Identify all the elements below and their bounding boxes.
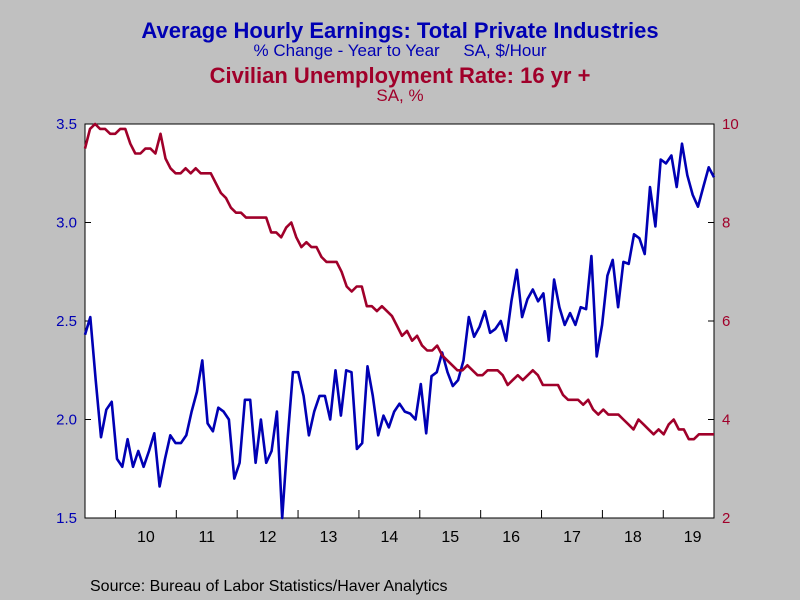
left-y-tick-label: 2.0	[56, 412, 77, 429]
chart-subtitle: % Change - Year to Year SA, $/Hour	[253, 41, 547, 60]
left-y-tick-label: 2.5	[56, 313, 77, 330]
right-y-tick-label: 4	[722, 412, 730, 429]
right-y-tick-label: 2	[722, 510, 730, 527]
left-y-axis: 1.5 2.0 2.5 3.0 3.5	[56, 116, 91, 527]
plot-area	[84, 123, 715, 519]
x-tick-label: 10	[137, 529, 155, 546]
x-axis: 10 11 12 13 14 15 16 17 18 19	[114, 510, 702, 546]
series-line-earnings	[83, 142, 716, 520]
x-tick-label: 16	[502, 529, 520, 546]
x-tick-label: 14	[380, 529, 398, 546]
x-tick-label: 11	[198, 529, 215, 546]
source-note: Source: Bureau of Labor Statistics/Haver…	[90, 578, 448, 595]
x-tick-label: 19	[684, 529, 702, 546]
series-line-unemployment	[83, 122, 714, 441]
x-tick-label: 15	[441, 529, 459, 546]
x-tick-label: 12	[259, 529, 277, 546]
x-tick-label: 17	[563, 529, 581, 546]
left-y-tick-label: 3.5	[56, 116, 77, 133]
x-tick-label: 13	[320, 529, 338, 546]
chart-subtitle-secondary: SA, %	[376, 86, 424, 105]
right-y-tick-label: 8	[722, 215, 730, 232]
right-y-tick-label: 10	[722, 116, 739, 133]
left-y-tick-label: 1.5	[56, 510, 77, 527]
series-lines	[83, 122, 716, 520]
x-tick-label: 18	[624, 529, 642, 546]
left-y-tick-label: 3.0	[56, 215, 77, 232]
right-y-axis: 2 4 6 8 10	[708, 116, 739, 527]
chart-title: Average Hourly Earnings: Total Private I…	[141, 18, 659, 43]
chart-title-secondary: Civilian Unemployment Rate: 16 yr +	[209, 63, 591, 88]
right-y-tick-label: 6	[722, 313, 730, 330]
